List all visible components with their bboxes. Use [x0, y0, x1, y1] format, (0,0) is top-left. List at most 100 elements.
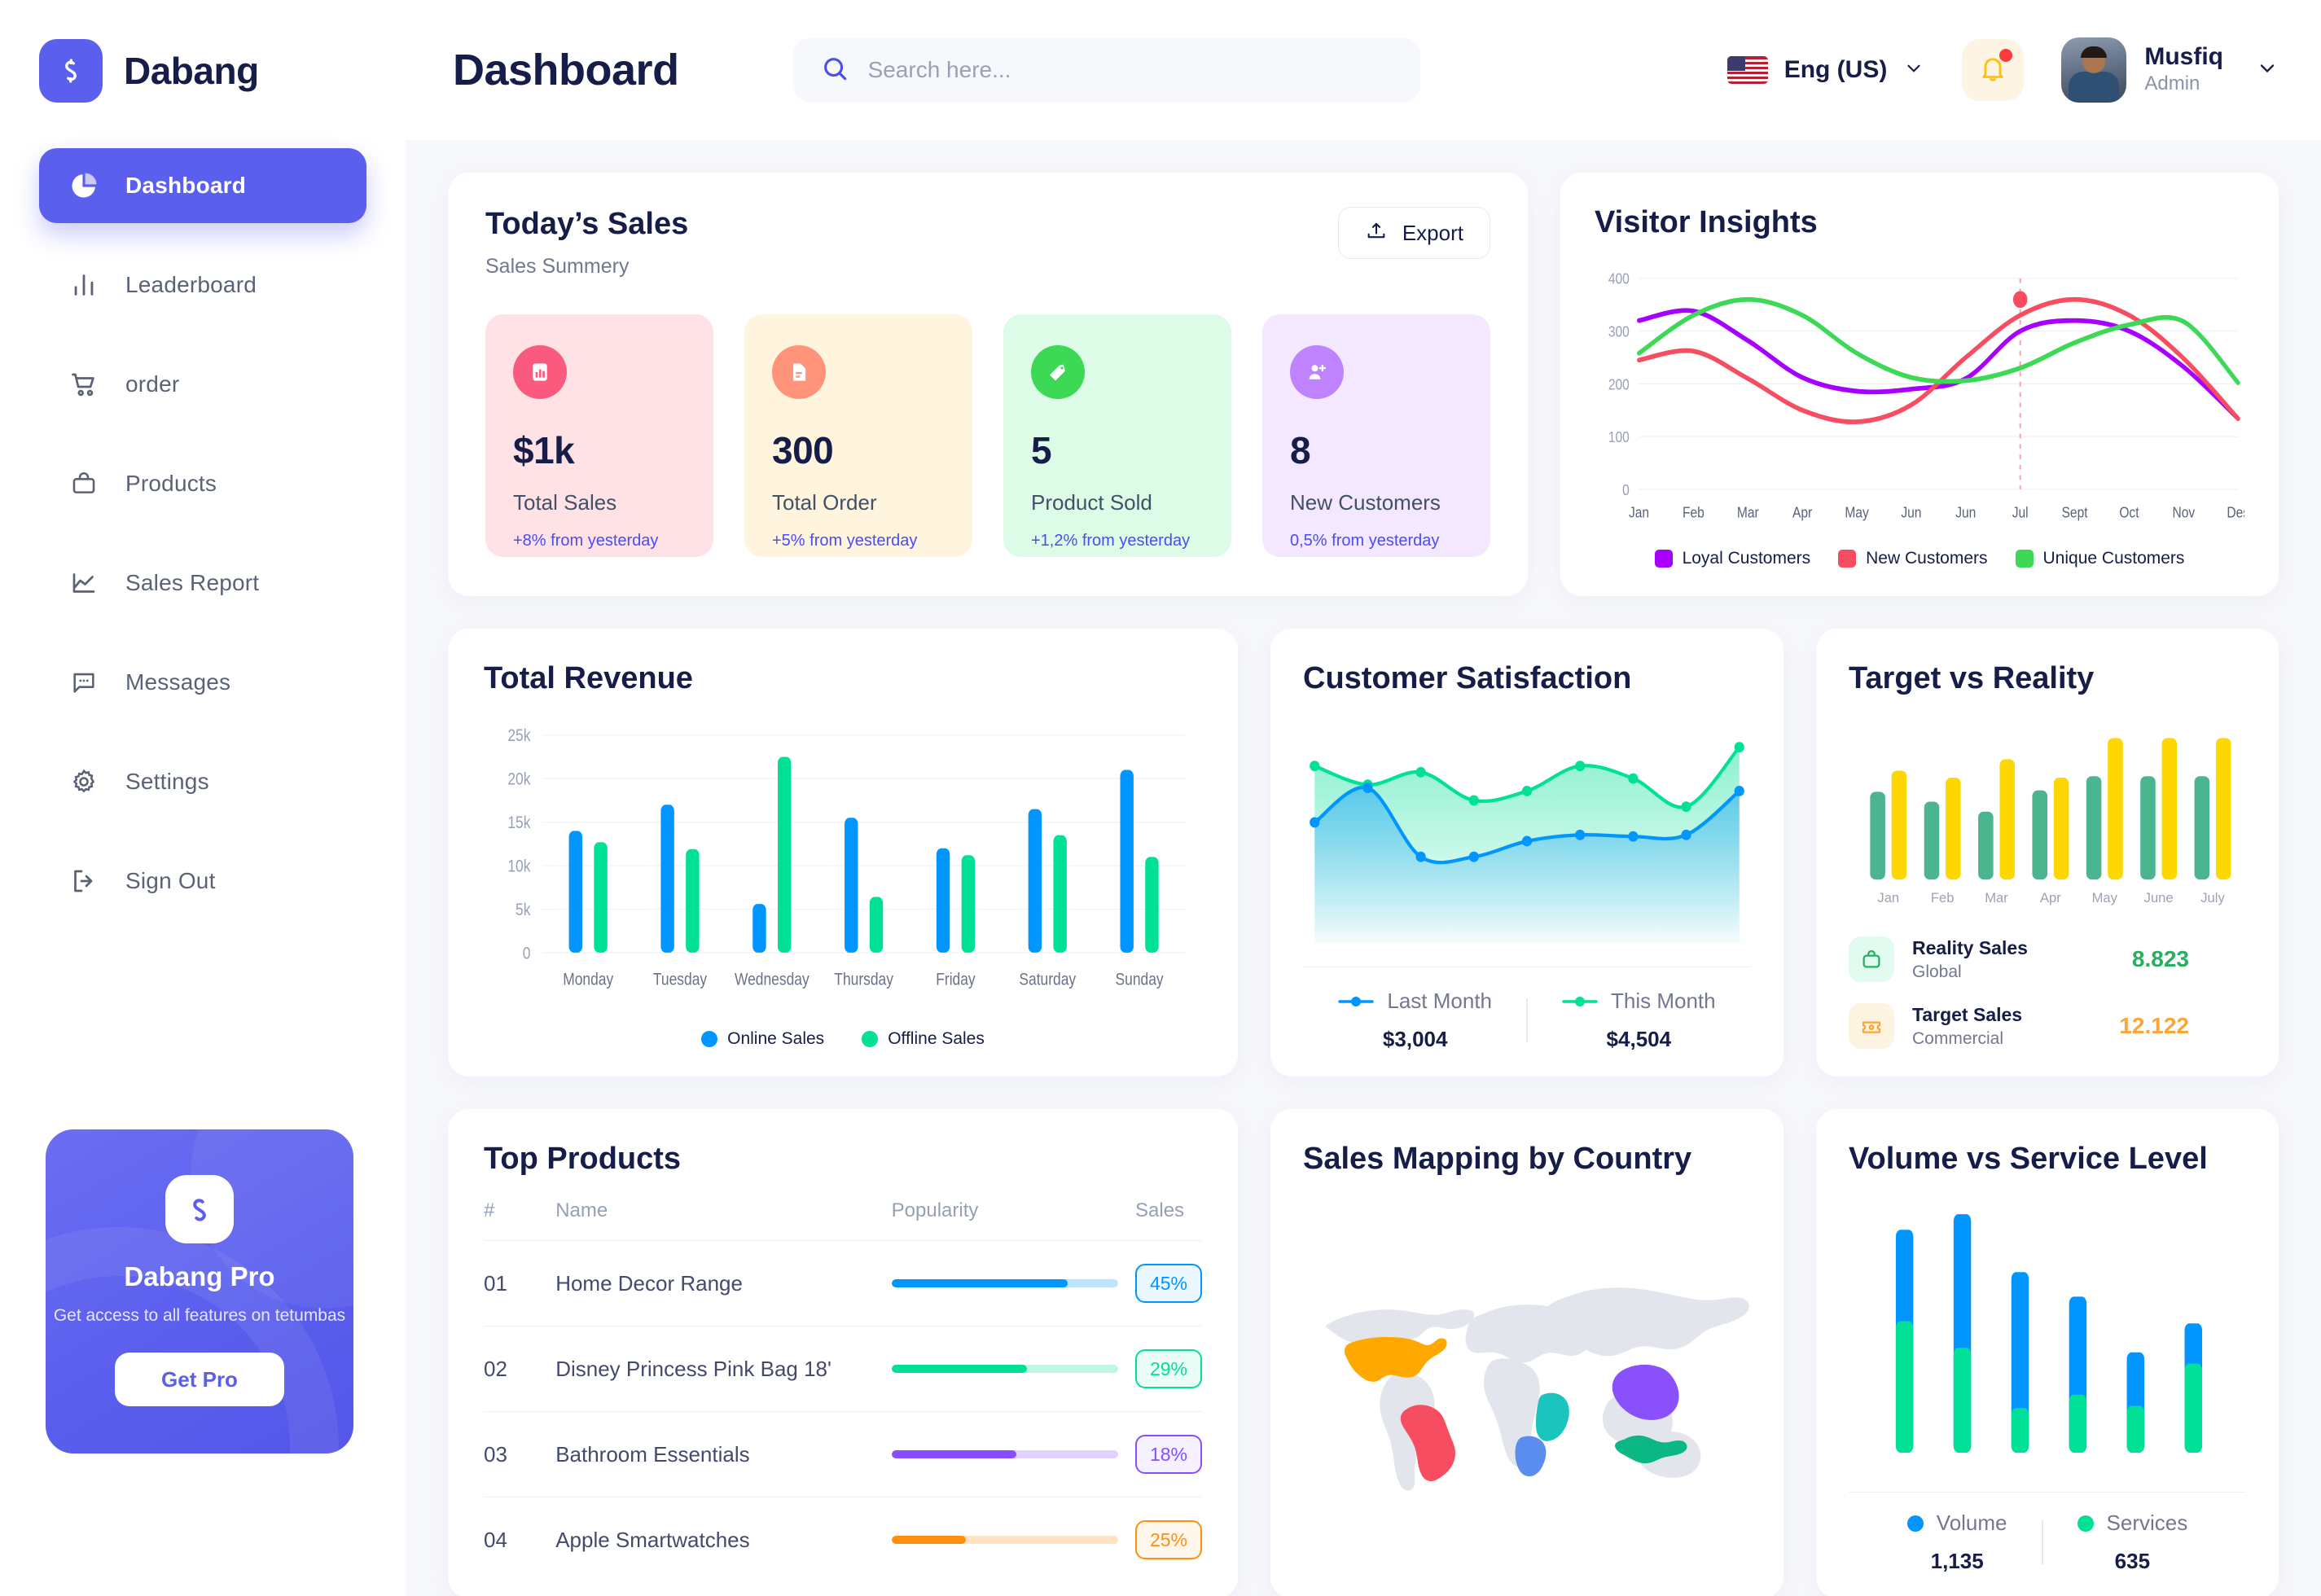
- row-3: Top Products # Name Popularity Sales 01 H…: [448, 1109, 2279, 1596]
- sales-cell: 25%: [1135, 1497, 1202, 1582]
- brand[interactable]: Dabang: [0, 0, 406, 103]
- search-icon: [821, 55, 849, 86]
- stat-delta: +5% from yesterday: [772, 532, 918, 550]
- top-products-table: # Name Popularity Sales 01 Home Decor Ran…: [484, 1199, 1202, 1582]
- product-name: Disney Princess Pink Bag 18': [555, 1326, 892, 1412]
- brand-name: Dabang: [124, 50, 259, 92]
- bag-icon: [1849, 936, 1894, 982]
- stat-value: $1k: [513, 429, 575, 471]
- user-menu[interactable]: Musfiq Admin: [2061, 37, 2279, 103]
- search-input[interactable]: [867, 57, 1393, 83]
- legend-label: Volume: [1936, 1510, 2007, 1535]
- search-box[interactable]: [792, 38, 1420, 102]
- table-row[interactable]: 02 Disney Princess Pink Bag 18' 29%: [484, 1326, 1202, 1412]
- svg-text:Oct: Oct: [2119, 504, 2139, 521]
- sidebar-item-messages[interactable]: Messages: [39, 645, 366, 720]
- price-tag-icon: [1031, 345, 1085, 399]
- customer-satisfaction-card: Customer Satisfaction Last Month $3,004: [1270, 629, 1784, 1076]
- table-row[interactable]: 04 Apple Smartwatches 25%: [484, 1497, 1202, 1582]
- sales-badge: 25%: [1135, 1520, 1202, 1559]
- svg-text:Nov: Nov: [2172, 504, 2195, 521]
- sidebar-item-sign-out[interactable]: Sign Out: [39, 844, 366, 919]
- notification-badge: [1999, 49, 2013, 62]
- popularity-bar: [891, 1450, 1118, 1458]
- sales-badge: 45%: [1135, 1264, 1202, 1303]
- chevron-down-icon[interactable]: [2256, 57, 2279, 84]
- card-title: Sales Mapping by Country: [1303, 1142, 1692, 1176]
- sidebar-item-products[interactable]: Products: [39, 446, 366, 521]
- svg-text:10k: 10k: [507, 857, 530, 876]
- language-selector[interactable]: Eng (US): [1726, 56, 1925, 84]
- get-pro-button[interactable]: Get Pro: [115, 1353, 284, 1407]
- legend-item: Loyal Customers: [1654, 549, 1811, 568]
- sidebar-item-settings[interactable]: Settings: [39, 744, 366, 819]
- main-area: Dashboard Eng (US): [406, 0, 2321, 1596]
- card-title: Target vs Reality: [1849, 661, 2095, 695]
- stat-tile-product-sold[interactable]: 5 Product Sold +1,2% from yesterday: [1003, 314, 1231, 557]
- divider: [1526, 998, 1529, 1042]
- legend-label: This Month: [1611, 989, 1716, 1013]
- export-icon: [1365, 219, 1388, 248]
- shopping-cart-icon: [67, 367, 101, 401]
- sales-badge: 29%: [1135, 1349, 1202, 1388]
- stat-label: Total Sales: [513, 490, 617, 515]
- sidebar-item-order[interactable]: order: [39, 347, 366, 422]
- product-index: 03: [484, 1411, 556, 1497]
- notifications-button[interactable]: [1962, 39, 2025, 101]
- sign-out-icon: [67, 864, 101, 898]
- stat-value: 300: [772, 429, 834, 471]
- svg-text:20k: 20k: [507, 770, 530, 789]
- world-map-svg: [1325, 1287, 1749, 1491]
- svg-text:Jun: Jun: [1955, 504, 1976, 521]
- line-marker-icon: [1338, 996, 1375, 1006]
- product-name: Bathroom Essentials: [555, 1411, 892, 1497]
- legend-item: New Customers: [1838, 549, 1988, 568]
- satisfaction-chart-svg: [1310, 742, 1744, 944]
- us-flag-icon: [1726, 56, 1768, 84]
- svg-text:Feb: Feb: [1931, 890, 1955, 905]
- stat-delta: +8% from yesterday: [513, 532, 659, 550]
- product-index: 04: [484, 1497, 556, 1582]
- sidebar-nav: Dashboard Leaderboard order: [0, 148, 406, 919]
- svg-text:Apr: Apr: [1792, 504, 1812, 521]
- customer-satisfaction-chart: [1303, 716, 1751, 952]
- sidebar-item-dashboard[interactable]: Dashboard: [39, 148, 366, 223]
- product-index: 01: [484, 1240, 556, 1326]
- country-indonesia: [1615, 1435, 1687, 1464]
- svg-text:June: June: [2144, 890, 2174, 905]
- highlighted-countries: [1344, 1336, 1687, 1482]
- legend-amount: 1,135: [1930, 1549, 1984, 1573]
- column-header: #: [484, 1199, 495, 1221]
- stat-label: Total Order: [772, 490, 877, 515]
- topbar-right: Eng (US) Musfiq: [1726, 37, 2279, 103]
- legend-item-target-sales: Target Sales Commercial 12.122: [1849, 1003, 2246, 1049]
- table-row[interactable]: 01 Home Decor Range 45%: [484, 1240, 1202, 1326]
- legend-item-reality-sales: Reality Sales Global 8.823: [1849, 936, 2246, 982]
- volume-vs-service-chart: [1849, 1191, 2246, 1480]
- product-index: 02: [484, 1326, 556, 1412]
- user-role: Admin: [2144, 72, 2200, 95]
- sidebar-item-label: order: [125, 371, 180, 397]
- export-button[interactable]: Export: [1337, 207, 1490, 259]
- svg-text:Tuesday: Tuesday: [653, 971, 707, 989]
- visitor-insights-card: Visitor Insights 0 100 200 300 400 Jan Feb Mar A…: [1560, 173, 2279, 596]
- stat-tile-total-sales[interactable]: $1k Total Sales +8% from yesterday: [485, 314, 713, 557]
- legend-label: Loyal Customers: [1682, 549, 1811, 568]
- card-title: Total Revenue: [484, 661, 693, 695]
- chat-bubble-icon: [67, 665, 101, 699]
- legend-label: New Customers: [1866, 549, 1988, 568]
- legend-item: This Month $4,504: [1528, 989, 1750, 1052]
- todays-sales-card: Today’s Sales Sales Summery Export: [448, 173, 1528, 596]
- line-chart-icon: [67, 566, 101, 600]
- promo-card: Dabang Pro Get access to all features on…: [46, 1129, 353, 1454]
- column-header: Sales: [1135, 1199, 1185, 1221]
- sidebar-item-label: Leaderboard: [125, 272, 257, 297]
- sidebar-item-sales-report[interactable]: Sales Report: [39, 546, 366, 620]
- sidebar-item-leaderboard[interactable]: Leaderboard: [39, 248, 366, 322]
- table-row[interactable]: 03 Bathroom Essentials 18%: [484, 1411, 1202, 1497]
- stat-tile-total-order[interactable]: 300 Total Order +5% from yesterday: [744, 314, 972, 557]
- bar-chart-icon: [67, 268, 101, 302]
- sidebar-item-label: Products: [125, 471, 217, 496]
- stat-tile-new-customers[interactable]: 8 New Customers 0,5% from yesterday: [1262, 314, 1490, 557]
- legend-label: Reality Sales: [1912, 936, 2028, 958]
